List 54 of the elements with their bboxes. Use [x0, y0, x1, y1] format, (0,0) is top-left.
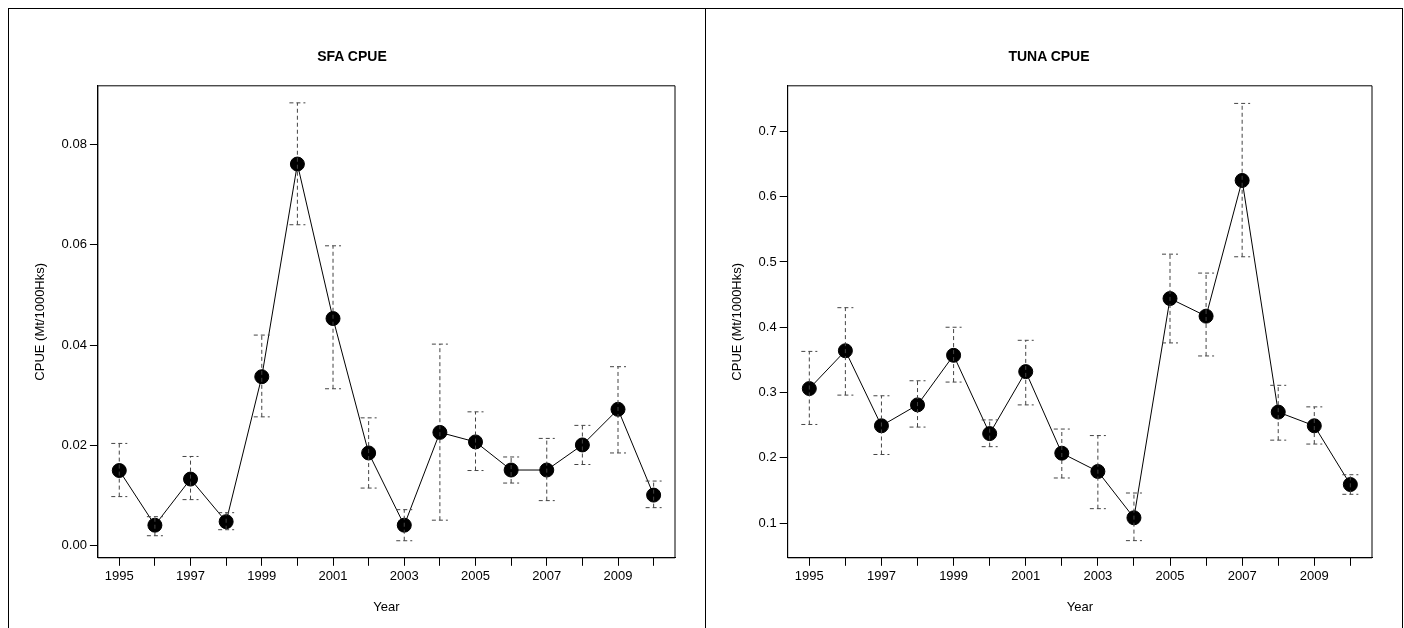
point: [910, 397, 926, 413]
x-tick-label: 1997: [176, 568, 205, 584]
x-tick-label: 2001: [1011, 568, 1041, 584]
point: [183, 471, 199, 487]
point: [1270, 404, 1286, 420]
point: [873, 418, 889, 434]
x-tick-label: 2003: [1083, 568, 1113, 584]
y-axis-title: CPUE (Mt/1000Hks): [32, 262, 48, 381]
y-tick-label: 0.2: [758, 449, 777, 465]
x-tick-label: 2007: [1227, 568, 1257, 584]
y-tick-label: 0.00: [61, 537, 87, 553]
y-tick-label: 0.3: [758, 384, 777, 400]
point: [837, 343, 853, 359]
y-tick-label: 0.7: [758, 123, 777, 139]
point: [361, 445, 377, 461]
x-tick-label: 2003: [389, 568, 419, 584]
x-tick-label: 2001: [318, 568, 348, 584]
y-tick-label: 0.06: [61, 236, 87, 252]
point: [396, 517, 412, 533]
point: [1306, 418, 1322, 434]
y-axis-title: CPUE (Mt/1000Hks): [729, 262, 745, 381]
point: [646, 487, 662, 503]
y-tick-label: 0.02: [61, 437, 87, 453]
point: [254, 369, 270, 385]
x-axis-title: Year: [1066, 598, 1094, 614]
chart-title: TUNA CPUE: [1008, 48, 1090, 65]
x-tick-label: 2005: [461, 568, 490, 584]
x-tick-label: 1995: [104, 568, 134, 584]
x-tick-label: 1995: [794, 568, 824, 584]
x-tick-label: 2007: [532, 568, 562, 584]
point: [468, 434, 484, 450]
point: [111, 463, 127, 479]
point: [539, 462, 555, 478]
x-tick-label: 1997: [866, 568, 896, 584]
x-axis-title: Year: [373, 598, 401, 614]
x-tick-label: 1999: [939, 568, 969, 584]
y-tick-label: 0.6: [758, 188, 777, 204]
point: [982, 426, 998, 442]
point: [1054, 445, 1070, 461]
y-tick-label: 0.4: [758, 318, 777, 334]
y-tick-label: 0.04: [61, 336, 87, 352]
y-tick-label: 0.08: [61, 136, 87, 152]
point: [946, 347, 962, 363]
point: [801, 381, 817, 397]
point: [1018, 364, 1034, 380]
chart-title: SFA CPUE: [317, 48, 387, 65]
y-tick-label: 0.1: [758, 514, 777, 530]
point: [289, 156, 305, 172]
point: [574, 437, 590, 453]
y-tick-label: 0.5: [758, 253, 777, 269]
x-tick-label: 1999: [247, 568, 277, 584]
x-tick-label: 2009: [603, 568, 633, 584]
x-tick-label: 2005: [1155, 568, 1185, 584]
x-tick-label: 2009: [1299, 568, 1329, 584]
